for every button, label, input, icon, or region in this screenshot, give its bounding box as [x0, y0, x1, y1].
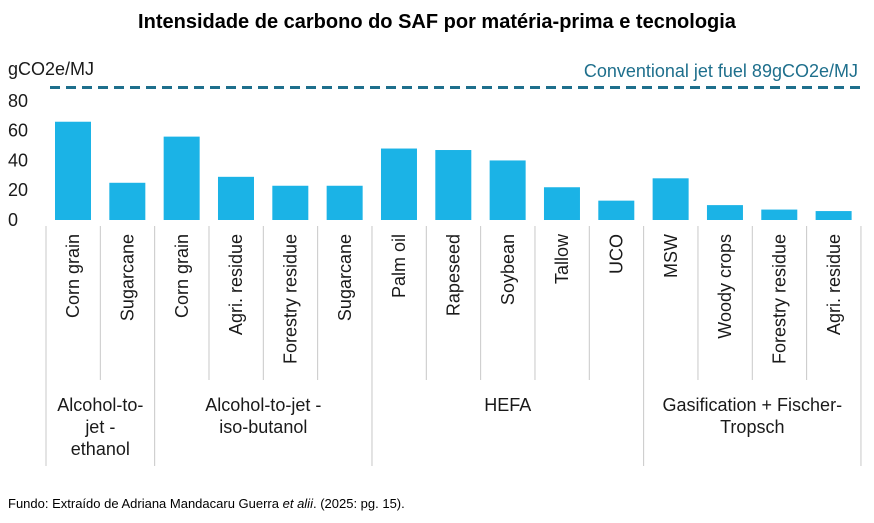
reference-line-label: Conventional jet fuel 89gCO2e/MJ	[584, 61, 858, 81]
x-tick-label: Tallow	[552, 233, 572, 284]
x-tick-label: Palm oil	[389, 234, 409, 298]
group-label: HEFA	[484, 395, 531, 415]
y-tick-label: 20	[8, 180, 28, 200]
group-label: Alcohol-to-jet -ethanol	[57, 395, 143, 459]
bar	[435, 150, 472, 220]
bar	[380, 148, 417, 220]
bar	[326, 185, 363, 220]
y-tick-label: 0	[8, 210, 18, 230]
y-axis-unit-label: gCO2e/MJ	[8, 59, 94, 79]
bar	[761, 209, 798, 220]
group-label: Alcohol-to-jet -iso-butanol	[205, 395, 321, 437]
y-axis-ticks: 0 20 40 60 80	[8, 91, 28, 230]
bar	[109, 182, 146, 220]
x-tick-label: Forestry residue	[769, 234, 789, 364]
bar	[652, 178, 689, 220]
source-italic: et alii	[283, 496, 314, 511]
bar	[598, 200, 635, 220]
x-tick-label: Sugarcane	[117, 234, 137, 321]
source-suffix: . (2025: pg. 15).	[313, 496, 405, 511]
source-prefix: Fundo: Extraído de Adriana Mandacaru Gue…	[8, 496, 283, 511]
bar	[489, 160, 526, 220]
x-tick-label: Rapeseed	[443, 234, 463, 316]
source-note: Fundo: Extraído de Adriana Mandacaru Gue…	[8, 496, 405, 511]
chart-title: Intensidade de carbono do SAF por matéri…	[138, 11, 737, 33]
bar	[217, 176, 254, 220]
bar	[272, 185, 309, 220]
bar	[706, 205, 743, 220]
category-table: Corn grain Sugarcane Corn grain Agri. resid…	[45, 226, 862, 466]
y-tick-label: 60	[8, 121, 28, 141]
bars	[55, 121, 852, 220]
x-tick-label: Agri. residue	[226, 234, 246, 335]
y-tick-label: 40	[8, 150, 28, 170]
x-tick-label: Corn grain	[63, 234, 83, 318]
x-tick-label: Soybean	[498, 234, 518, 305]
x-tick-label: UCO	[606, 234, 626, 274]
bar	[543, 187, 580, 220]
bar	[163, 136, 200, 220]
bar	[55, 121, 91, 220]
x-tick-label: Woody crops	[715, 234, 735, 339]
x-tick-label: Agri. residue	[824, 234, 844, 335]
group-label: Gasification + Fischer-Tropsch	[663, 395, 843, 437]
x-tick-label: Sugarcane	[335, 234, 355, 321]
bar	[815, 211, 852, 220]
x-tick-label: MSW	[661, 234, 681, 278]
x-tick-label: Forestry residue	[280, 234, 300, 364]
x-tick-label: Corn grain	[172, 234, 192, 318]
y-tick-label: 80	[8, 91, 28, 111]
